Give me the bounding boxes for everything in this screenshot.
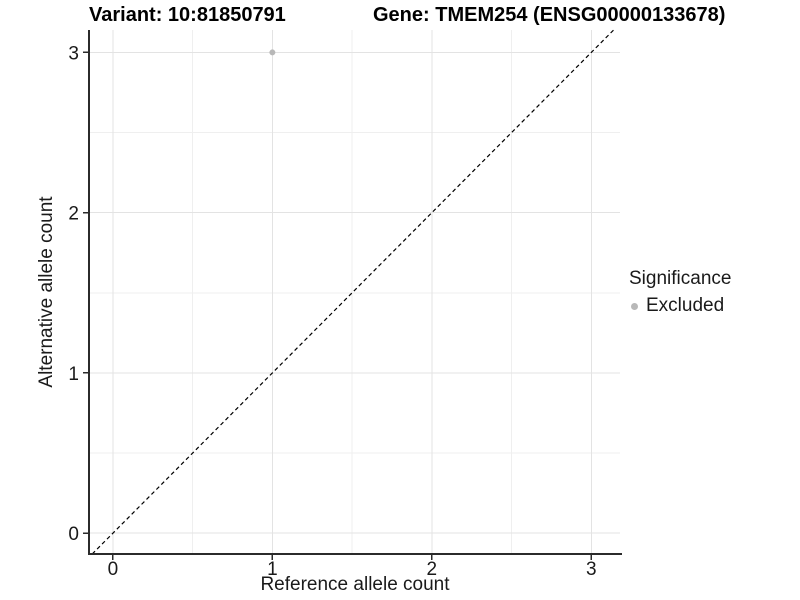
y-tick-label: 1 xyxy=(68,364,79,385)
x-tick-label: 0 xyxy=(108,559,119,580)
y-tick-label: 0 xyxy=(68,524,79,545)
x-tick-label: 3 xyxy=(586,559,597,580)
excluded-marker-icon xyxy=(631,302,638,310)
legend-title: Significance xyxy=(629,268,732,289)
plot-title-gene: Gene: TMEM254 (ENSG00000133678) xyxy=(373,4,726,26)
plot-title-variant: Variant: 10:81850791 xyxy=(89,4,286,26)
y-tick-label: 2 xyxy=(68,204,79,225)
legend-item-excluded: Excluded xyxy=(629,295,731,317)
data-point xyxy=(269,49,276,56)
legend-item-label: Excluded xyxy=(646,295,725,316)
x-tick-label: 1 xyxy=(267,559,278,580)
y-axis-title: Alternative allele count xyxy=(36,196,57,388)
x-tick-label: 2 xyxy=(427,559,438,580)
y-tick-label: 3 xyxy=(68,43,79,64)
legend: Significance Excluded xyxy=(629,268,731,317)
identity-reference-line xyxy=(91,29,615,555)
x-axis-title: Reference allele count xyxy=(260,574,450,595)
